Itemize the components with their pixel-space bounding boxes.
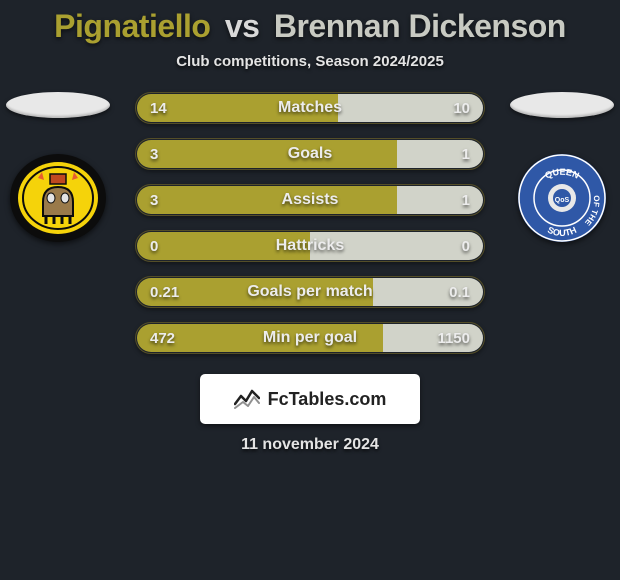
chart-icon (234, 388, 260, 410)
stat-label: Assists (136, 185, 484, 215)
crest-left (8, 152, 108, 244)
subtitle: Club competitions, Season 2024/2025 (176, 53, 444, 70)
branding-badge: FcTables.com (200, 374, 420, 424)
dumbarton-crest-icon (8, 152, 108, 244)
right-side: QoS QUEEN OF THE SOUTH (507, 92, 617, 244)
stat-bars: 1410Matches 31Goals 31Assists 00Hattricks 0.… (135, 92, 485, 354)
stat-label: Goals (136, 139, 484, 169)
stat-row: 31Goals (135, 138, 485, 170)
stat-row: 4721150Min per goal (135, 322, 485, 354)
stat-label: Matches (136, 93, 484, 123)
stat-row: 1410Matches (135, 92, 485, 124)
vs-text: vs (225, 8, 260, 44)
player2-name: Brennan Dickenson (274, 8, 566, 44)
date-text: 11 november 2024 (241, 436, 379, 454)
branding-text: FcTables.com (268, 389, 387, 410)
stat-row: 31Assists (135, 184, 485, 216)
player1-name: Pignatiello (54, 8, 210, 44)
page-title: Pignatiello vs Brennan Dickenson (54, 8, 566, 45)
stat-row: 00Hattricks (135, 230, 485, 262)
nation-oval-left (6, 92, 110, 118)
stat-label: Min per goal (136, 323, 484, 353)
stat-row: 0.210.1Goals per match (135, 276, 485, 308)
queen-south-crest-icon: QoS QUEEN OF THE SOUTH (512, 152, 612, 244)
comparison-panel: 1410Matches 31Goals 31Assists 00Hattricks 0.… (0, 92, 620, 354)
stat-label: Hattricks (136, 231, 484, 261)
svg-text:QoS: QoS (555, 197, 570, 204)
left-side (3, 92, 113, 244)
nation-oval-right (510, 92, 614, 118)
stat-label: Goals per match (136, 277, 484, 307)
crest-right: QoS QUEEN OF THE SOUTH (512, 152, 612, 244)
